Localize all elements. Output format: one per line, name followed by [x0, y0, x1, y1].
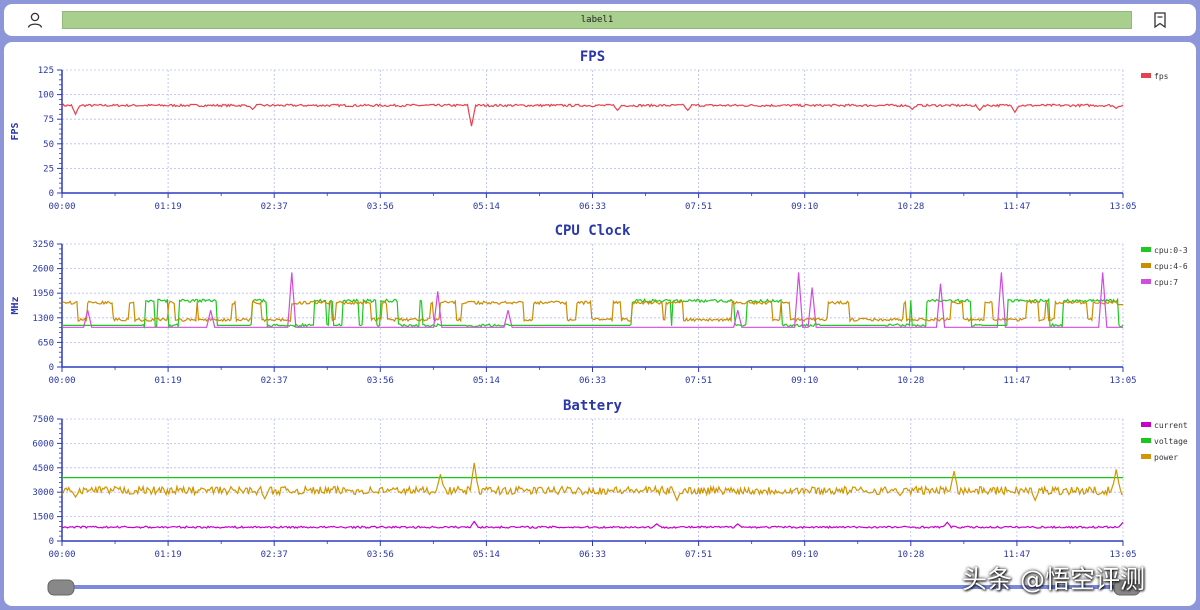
legend-label: fps — [1154, 72, 1169, 81]
x-tick-label: 13:05 — [1109, 376, 1136, 386]
x-tick-label: 05:14 — [473, 550, 500, 560]
legend-swatch — [1141, 279, 1151, 284]
y-tick-label: 3000 — [32, 488, 54, 498]
x-tick-label: 02:37 — [261, 376, 288, 386]
chart-title: FPS — [580, 49, 605, 65]
x-tick-label: 01:19 — [155, 202, 182, 212]
x-tick-label: 11:47 — [1003, 202, 1030, 212]
y-tick-label: 125 — [38, 66, 54, 76]
series-line-current — [61, 520, 1124, 530]
x-tick-label: 03:56 — [367, 376, 394, 386]
x-tick-label: 07:51 — [685, 550, 712, 560]
charts-svg: FPS 0 25 50 75 100 125 FPS 00:00 01:19 02:37 03:56 0… — [10, 49, 1188, 596]
legend-swatch — [1141, 454, 1151, 459]
x-tick-label: 00:00 — [48, 202, 75, 212]
x-tick-label: 05:14 — [473, 202, 500, 212]
x-tick-label: 03:56 — [367, 550, 394, 560]
series-line-cpu-7 — [62, 272, 1123, 328]
legend-label: current — [1154, 421, 1188, 430]
x-tick-label: 01:19 — [155, 550, 182, 560]
series-line-cpu-4-6 — [61, 299, 1123, 323]
x-tick-label: 03:56 — [367, 202, 394, 212]
x-tick-label: 09:10 — [791, 376, 818, 386]
legend-swatch — [1141, 438, 1151, 443]
x-tick-label: 02:37 — [261, 202, 288, 212]
y-tick-label: 1950 — [32, 289, 54, 299]
legend-swatch — [1141, 422, 1151, 427]
y-tick-label: 4500 — [32, 464, 54, 474]
y-tick-label: 0 — [49, 189, 54, 199]
y-tick-label: 25 — [43, 164, 54, 174]
y-tick-label: 0 — [49, 537, 54, 547]
legend-swatch — [1141, 263, 1151, 268]
x-tick-label: 10:28 — [897, 376, 924, 386]
x-tick-label: 07:51 — [685, 202, 712, 212]
x-tick-label: 13:05 — [1109, 550, 1136, 560]
x-tick-label: 10:28 — [897, 550, 924, 560]
x-tick-label: 07:51 — [685, 376, 712, 386]
y-tick-label: 50 — [43, 140, 54, 150]
x-tick-label: 10:28 — [897, 202, 924, 212]
time-slider-right-handle[interactable] — [1113, 579, 1141, 596]
x-tick-label: 02:37 — [261, 550, 288, 560]
x-tick-label: 06:33 — [579, 202, 606, 212]
time-slider-left-handle[interactable] — [47, 579, 75, 596]
series-line-fps — [61, 103, 1124, 127]
x-tick-label: 00:00 — [48, 376, 75, 386]
x-tick-label: 11:47 — [1003, 376, 1030, 386]
charts-panel: FPS 0 25 50 75 100 125 FPS 00:00 01:19 02:37 03:56 0… — [4, 42, 1196, 606]
legend-label: cpu:0-3 — [1154, 246, 1188, 255]
legend-label: cpu:4-6 — [1154, 262, 1188, 271]
x-tick-label: 09:10 — [791, 550, 818, 560]
y-tick-label: 100 — [38, 91, 54, 101]
y-tick-label: 0 — [49, 363, 54, 373]
y-tick-label: 1500 — [32, 513, 54, 523]
y-axis-label: MHz — [10, 296, 21, 314]
y-tick-label: 1300 — [32, 314, 54, 324]
bookmark-icon[interactable] — [1151, 11, 1169, 29]
y-tick-label: 2600 — [32, 265, 54, 275]
header-bar: label1 — [4, 4, 1196, 36]
legend-label: voltage — [1154, 437, 1188, 446]
y-tick-label: 6000 — [32, 439, 54, 449]
x-tick-label: 11:47 — [1003, 550, 1030, 560]
y-tick-label: 75 — [43, 115, 54, 125]
y-tick-label: 7500 — [32, 415, 54, 425]
y-axis-label: FPS — [10, 122, 21, 140]
x-tick-label: 09:10 — [791, 202, 818, 212]
user-icon[interactable] — [26, 11, 44, 29]
watermark: 头条 @悟空评测 — [962, 565, 1145, 594]
y-tick-label: 3250 — [32, 240, 54, 250]
legend-label: cpu:7 — [1154, 278, 1178, 287]
x-tick-label: 05:14 — [473, 376, 500, 386]
x-tick-label: 06:33 — [579, 376, 606, 386]
x-tick-label: 01:19 — [155, 376, 182, 386]
chart-title: Battery — [563, 398, 623, 414]
legend-label: power — [1154, 453, 1178, 462]
header-label: label1 — [62, 11, 1132, 29]
x-tick-label: 00:00 — [48, 550, 75, 560]
chart-title: CPU Clock — [555, 223, 631, 239]
legend-swatch — [1141, 247, 1151, 252]
x-tick-label: 13:05 — [1109, 202, 1136, 212]
series-line-power — [61, 462, 1124, 502]
x-tick-label: 06:33 — [579, 550, 606, 560]
legend-swatch — [1141, 73, 1151, 78]
y-tick-label: 650 — [38, 338, 54, 348]
series-line-cpu-0-3 — [62, 297, 1124, 329]
